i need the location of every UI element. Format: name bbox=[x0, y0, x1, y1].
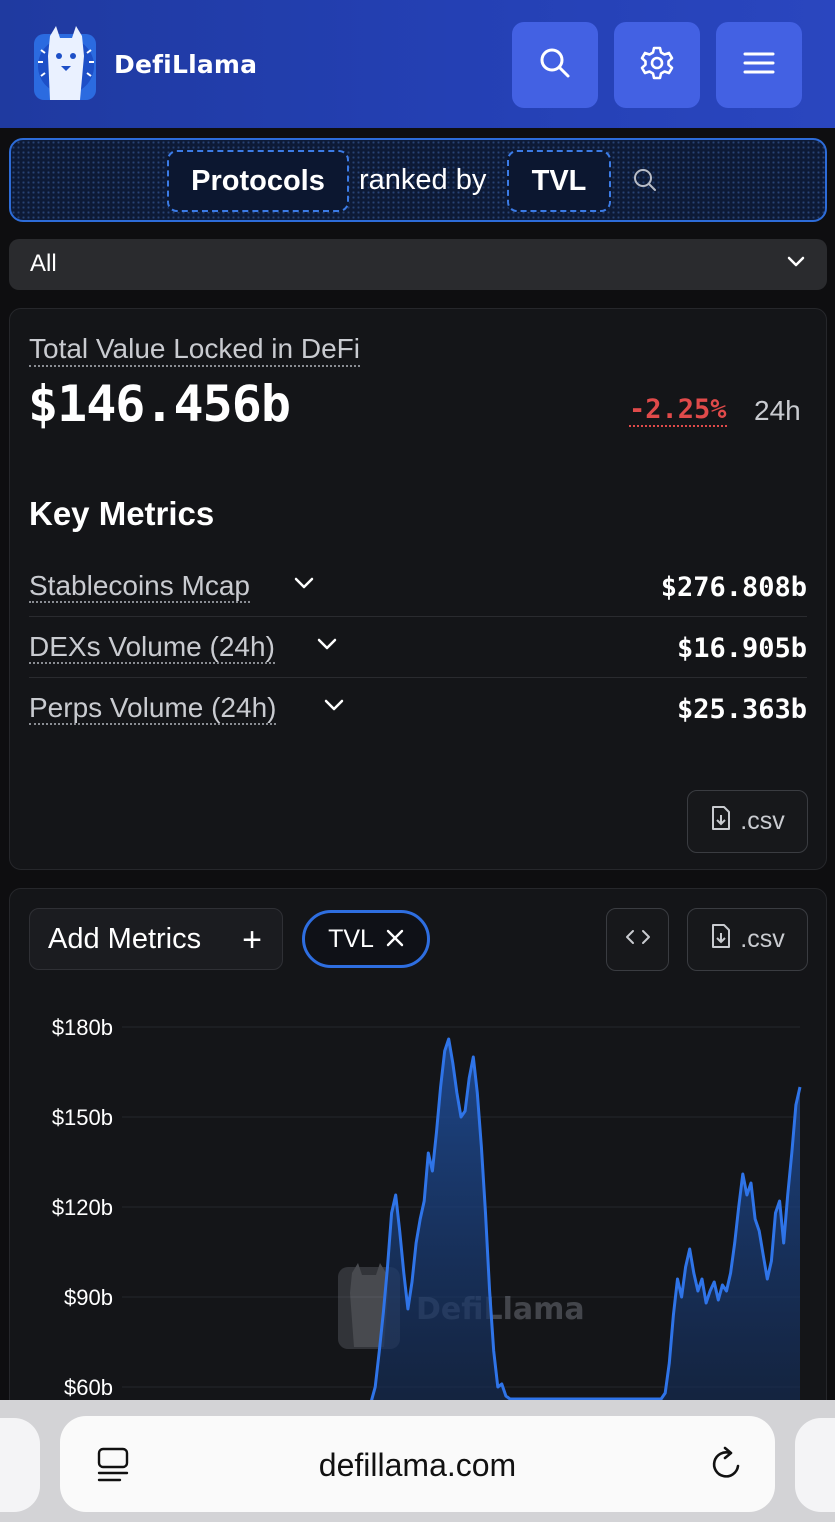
tab-overview-icon[interactable] bbox=[96, 1446, 130, 1489]
metric-value: $16.905b bbox=[676, 633, 807, 664]
tvl-value: $146.456b bbox=[28, 375, 291, 433]
search-icon bbox=[538, 46, 572, 85]
y-tick-label: $90b bbox=[64, 1285, 113, 1310]
y-tick-label: $180b bbox=[52, 1015, 113, 1040]
brand-name[interactable]: DefiLlama bbox=[114, 50, 258, 79]
search-icon[interactable] bbox=[631, 166, 659, 199]
reload-icon[interactable] bbox=[708, 1444, 746, 1489]
metric-row-perps-volume[interactable]: Perps Volume (24h) $25.363b bbox=[29, 678, 807, 739]
y-tick-label: $60b bbox=[64, 1375, 113, 1400]
address-bar[interactable]: defillama.com bbox=[60, 1416, 775, 1512]
menu-button[interactable] bbox=[716, 22, 802, 108]
url-text[interactable]: defillama.com bbox=[318, 1447, 517, 1483]
chart-download-csv-button[interactable]: .csv bbox=[687, 908, 808, 971]
entity-selector[interactable]: Protocols bbox=[167, 150, 349, 212]
add-metrics-label: Add Metrics bbox=[48, 922, 202, 955]
chart-card: Add Metrics + TVL .csv bbox=[9, 888, 827, 1428]
chevron-down-icon[interactable] bbox=[294, 576, 314, 595]
code-icon bbox=[625, 929, 651, 950]
tvl-area bbox=[122, 1039, 800, 1427]
file-download-icon bbox=[710, 805, 732, 838]
tvl-change-percent[interactable]: -2.25% bbox=[629, 394, 727, 427]
metric-value: $25.363b bbox=[676, 694, 807, 725]
tvl-change-period: 24h bbox=[754, 395, 801, 426]
top-navbar: DefiLlama bbox=[0, 0, 835, 128]
ranking-connector-text: ranked by bbox=[359, 164, 487, 196]
metric-value: $276.808b bbox=[660, 572, 807, 603]
gear-icon bbox=[639, 45, 675, 86]
chain-filter-select[interactable]: All bbox=[9, 239, 827, 290]
tvl-area-chart[interactable]: $180b$150b$120b$90b$60b DefiLlama bbox=[10, 889, 827, 1428]
defillama-logo-icon[interactable] bbox=[32, 26, 100, 102]
metric-label: Perps Volume (24h) bbox=[29, 692, 277, 725]
embed-code-button[interactable] bbox=[606, 908, 669, 971]
y-tick-label: $150b bbox=[52, 1105, 113, 1130]
menu-icon bbox=[743, 51, 775, 80]
active-metric-chip[interactable]: TVL bbox=[302, 910, 430, 968]
y-tick-label: $120b bbox=[52, 1195, 113, 1220]
metric-row-stablecoins[interactable]: Stablecoins Mcap $276.808b bbox=[29, 556, 807, 617]
tvl-summary-card: Total Value Locked in DeFi $146.456b -2.… bbox=[9, 308, 827, 870]
chevron-down-icon bbox=[787, 255, 805, 273]
download-csv-button[interactable]: .csv bbox=[687, 790, 808, 853]
csv-label: .csv bbox=[740, 925, 785, 953]
search-button[interactable] bbox=[512, 22, 598, 108]
metric-selector[interactable]: TVL bbox=[507, 150, 611, 212]
metric-row-dexs-volume[interactable]: DEXs Volume (24h) $16.905b bbox=[29, 617, 807, 678]
next-tab[interactable] bbox=[795, 1418, 835, 1512]
close-icon[interactable] bbox=[386, 925, 404, 954]
csv-label: .csv bbox=[740, 807, 785, 835]
chevron-down-icon[interactable] bbox=[317, 637, 337, 656]
file-download-icon bbox=[710, 923, 732, 956]
add-metrics-button[interactable]: Add Metrics + bbox=[29, 908, 283, 970]
settings-button[interactable] bbox=[614, 22, 700, 108]
chevron-down-icon[interactable] bbox=[324, 698, 344, 717]
previous-tab[interactable] bbox=[0, 1418, 40, 1512]
browser-toolbar: defillama.com bbox=[0, 1400, 835, 1522]
ranking-selector: Protocols ranked by TVL bbox=[9, 138, 827, 222]
metric-label: Stablecoins Mcap bbox=[29, 570, 251, 603]
chain-filter-value: All bbox=[30, 250, 57, 277]
key-metrics-title: Key Metrics bbox=[29, 495, 215, 532]
plus-icon: + bbox=[242, 921, 262, 959]
metric-label: DEXs Volume (24h) bbox=[29, 631, 275, 664]
y-axis: $180b $150b $120b $90b $60b bbox=[52, 1015, 113, 1400]
tvl-label[interactable]: Total Value Locked in DeFi bbox=[29, 333, 360, 367]
active-metric-label: TVL bbox=[328, 924, 374, 953]
